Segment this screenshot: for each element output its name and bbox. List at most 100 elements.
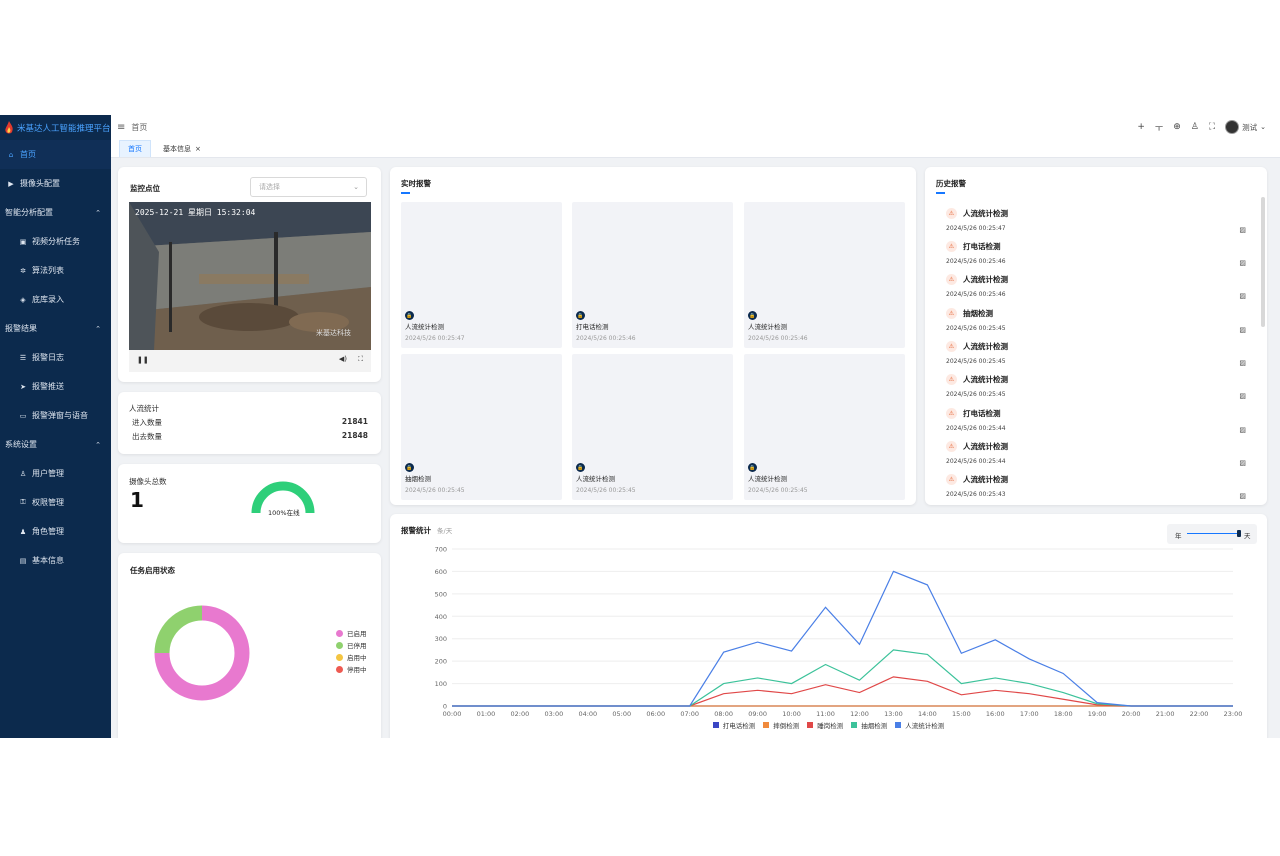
pause-icon[interactable]: ❚❚ — [137, 356, 149, 364]
alarm-name: 人流统计检测 — [748, 475, 787, 483]
donut-slice[interactable] — [154, 605, 203, 654]
chevron-up-icon: ⌃ — [95, 324, 101, 333]
history-item[interactable]: ⚠ 人流统计检测 2024/5/26 00:25:43 ▨ — [946, 471, 1246, 504]
image-icon[interactable]: ▨ — [1239, 259, 1246, 267]
monitor-point-select[interactable]: 请选择 ⌄ — [250, 177, 367, 197]
series-line[interactable] — [452, 676, 1233, 707]
sidebar-item-label: 基本信息 — [32, 556, 64, 565]
fullscreen-icon[interactable]: ⛶ — [358, 355, 363, 363]
toggle-handle[interactable] — [1237, 530, 1241, 537]
donut-slice[interactable] — [154, 605, 250, 701]
stats-unit: 条/天 — [437, 527, 453, 535]
image-icon[interactable]: ▨ — [1239, 426, 1246, 434]
sidebar-item-roles[interactable]: ♟ 角色管理 — [0, 517, 111, 546]
video-player[interactable]: 2025-12-21 星期日 15:32:04 米基达科技 — [129, 202, 371, 350]
sidebar-item-alarm-push[interactable]: ➤ 报警推送 — [0, 372, 111, 401]
realtime-alarm-tile[interactable]: 🔒 人流统计检测 2024/5/26 00:25:46 — [744, 202, 905, 348]
history-item-time: 2024/5/26 00:25:45 — [946, 358, 1006, 365]
alarm-time: 2024/5/26 00:25:46 — [748, 335, 808, 342]
realtime-alarm-tile[interactable]: 🔒 人流统计检测 2024/5/26 00:25:45 — [744, 354, 905, 500]
x-tick-label: 15:00 — [952, 710, 971, 718]
breadcrumb[interactable]: 首页 — [131, 122, 148, 132]
sidebar-item-permissions[interactable]: ⚿ 权限管理 — [0, 488, 111, 517]
legend-item-disabled[interactable]: 已停用 — [336, 639, 367, 651]
plus-icon[interactable]: + — [1137, 122, 1145, 132]
tab-home[interactable]: 首页 — [119, 140, 151, 157]
sidebar-group-system[interactable]: 系统设置 ⌃ — [0, 430, 111, 459]
image-icon[interactable]: ▨ — [1239, 492, 1246, 500]
x-tick-label: 09:00 — [748, 710, 767, 718]
legend-swatch — [763, 722, 770, 728]
x-tick-label: 11:00 — [816, 710, 835, 718]
legend-label: 已停用 — [347, 642, 367, 650]
sidebar-item-users[interactable]: ♙ 用户管理 — [0, 459, 111, 488]
history-item[interactable]: ⚠ 抽烟检测 2024/5/26 00:25:45 ▨ — [946, 305, 1246, 338]
sidebar-item-library[interactable]: ◈ 底库录入 — [0, 285, 111, 314]
image-icon[interactable]: ▨ — [1239, 359, 1246, 367]
close-icon[interactable]: × — [195, 145, 201, 153]
chart-legend-item[interactable]: 摔倒检测 — [763, 719, 799, 731]
sidebar-item-label: 用户管理 — [32, 469, 64, 478]
period-toggle[interactable]: 年 天 — [1167, 524, 1257, 544]
user-menu[interactable]: 测试 ⌄ — [1225, 120, 1266, 134]
history-item[interactable]: ⚠ 人流统计检测 2024/5/26 00:25:45 ▨ — [946, 338, 1246, 371]
sidebar-group-analysis[interactable]: 智能分析配置 ⌃ — [0, 198, 111, 227]
image-icon[interactable]: ▨ — [1239, 392, 1246, 400]
sidebar-item-algorithms[interactable]: ✲ 算法列表 — [0, 256, 111, 285]
chevron-down-icon: ⌄ — [353, 183, 359, 191]
x-tick-label: 20:00 — [1122, 710, 1141, 718]
history-item[interactable]: ⚠ 打电话检测 2024/5/26 00:25:46 ▨ — [946, 238, 1246, 271]
flame-logo-icon — [5, 120, 13, 133]
history-alarm-card: 历史报警 ⚠ 人流统计检测 2024/5/26 00:25:47 ▨ ⚠ 打电话检测 20… — [925, 167, 1267, 505]
image-icon[interactable]: ▨ — [1239, 226, 1246, 234]
chart-legend-item[interactable]: 抽烟检测 — [851, 719, 887, 731]
target-icon[interactable]: ⊕ — [1173, 122, 1181, 132]
history-item[interactable]: ⚠ 打电话检测 2024/5/26 00:25:44 ▨ — [946, 405, 1246, 438]
user-name: 测试 — [1242, 122, 1258, 132]
sidebar-group-label: 系统设置 — [5, 440, 37, 449]
shirt-icon[interactable]: ♙ — [1190, 122, 1199, 132]
history-item[interactable]: ⚠ 人流统计检测 2024/5/26 00:25:47 ▨ — [946, 205, 1246, 238]
series-line[interactable] — [452, 649, 1233, 707]
tab-basic-info[interactable]: 基本信息 × — [155, 141, 209, 157]
title-accent — [401, 192, 410, 194]
history-item-time: 2024/5/26 00:25:43 — [946, 491, 1006, 498]
y-tick-label: 500 — [435, 590, 447, 598]
realtime-alarm-tile[interactable]: 🔒 人流统计检测 2024/5/26 00:25:47 — [401, 202, 562, 348]
x-tick-label: 18:00 — [1054, 710, 1073, 718]
history-item[interactable]: ⚠ 人流统计检测 2024/5/26 00:25:46 ▨ — [946, 271, 1246, 304]
legend-item-enabled[interactable]: 已启用 — [336, 627, 367, 639]
image-icon[interactable]: ▨ — [1239, 459, 1246, 467]
camera-total-card: 摄像头总数 1 100%在线 — [118, 464, 381, 543]
image-icon[interactable]: ▨ — [1239, 326, 1246, 334]
fullscreen-icon[interactable]: ⛶ — [1208, 122, 1216, 132]
realtime-alarm-tile[interactable]: 🔒 人流统计检测 2024/5/26 00:25:45 — [572, 354, 733, 500]
sidebar-item-label: 报警日志 — [32, 353, 64, 362]
font-size-icon[interactable]: ㅜ — [1154, 123, 1164, 134]
info-icon: ▤ — [19, 556, 27, 565]
chart-legend-item[interactable]: 打电话检测 — [712, 719, 755, 731]
sidebar-item-basic-info[interactable]: ▤ 基本信息 — [0, 546, 111, 575]
chart-legend-item[interactable]: 人流统计检测 — [895, 719, 944, 731]
realtime-alarm-tile[interactable]: 🔒 抽烟检测 2024/5/26 00:25:45 — [401, 354, 562, 500]
realtime-alarm-tile[interactable]: 🔒 打电话检测 2024/5/26 00:25:46 — [572, 202, 733, 348]
chart-legend-item[interactable]: 睡岗检测 — [807, 719, 843, 731]
legend-item-disabling[interactable]: 停用中 — [336, 663, 367, 675]
history-scrollbar[interactable] — [1261, 197, 1265, 327]
legend-item-enabling[interactable]: 启用中 — [336, 651, 367, 663]
sidebar-item-alarm-log[interactable]: ☰ 报警日志 — [0, 343, 111, 372]
sidebar-item-video-tasks[interactable]: ▣ 视频分析任务 — [0, 227, 111, 256]
series-line[interactable] — [452, 570, 1233, 707]
alarm-icon: 🔒 — [405, 311, 414, 320]
alarm-name: 人流统计检测 — [576, 475, 615, 483]
sidebar-item-home[interactable]: ⌂ 首页 — [0, 140, 111, 169]
sidebar-group-alarm[interactable]: 报警结果 ⌃ — [0, 314, 111, 343]
history-item[interactable]: ⚠ 人流统计检测 2024/5/26 00:25:44 ▨ — [946, 438, 1246, 471]
sidebar-item-camera-config[interactable]: ▶ 摄像头配置 — [0, 169, 111, 198]
history-item[interactable]: ⚠ 人流统计检测 2024/5/26 00:25:45 ▨ — [946, 371, 1246, 404]
menu-toggle-icon[interactable]: ≡ — [117, 121, 126, 133]
tab-label: 首页 — [128, 145, 142, 153]
volume-icon[interactable]: ◀) — [338, 355, 347, 363]
sidebar-item-alarm-popup[interactable]: ▭ 报警弹窗与语音 — [0, 401, 111, 430]
image-icon[interactable]: ▨ — [1239, 292, 1246, 300]
